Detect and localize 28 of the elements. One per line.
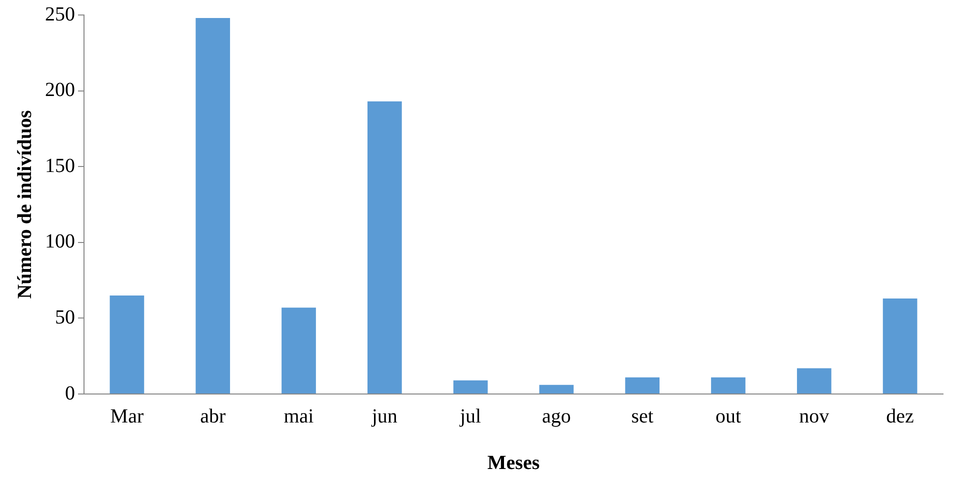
x-tick-label: jun	[370, 405, 398, 428]
x-tick-label: mai	[284, 405, 314, 428]
y-tick-label: 50	[55, 306, 75, 328]
bar	[282, 308, 316, 394]
bar	[882, 298, 918, 394]
bar	[367, 101, 402, 394]
bar	[711, 377, 746, 394]
bar	[539, 384, 574, 394]
x-tick-label: set	[631, 405, 654, 428]
x-tick-label: out	[715, 405, 742, 428]
bar	[110, 295, 144, 394]
x-tick-label: Mar	[110, 405, 144, 428]
y-tick-label: 0	[65, 382, 75, 404]
y-axis-title: Número de indivíduos	[14, 110, 36, 299]
x-tick-label: jul	[458, 405, 482, 428]
x-tick-label: dez	[886, 405, 914, 428]
y-tick-label: 100	[45, 230, 75, 253]
y-tick-label: 150	[45, 154, 75, 177]
x-axis-title: Meses	[487, 452, 540, 474]
bar	[196, 18, 230, 394]
x-tick-label: abr	[200, 405, 226, 428]
x-tick-label: nov	[799, 405, 830, 428]
bar	[453, 380, 488, 394]
y-tick-label: 200	[45, 79, 75, 102]
x-tick-label: ago	[542, 405, 571, 428]
bar	[796, 368, 832, 394]
bar	[625, 377, 660, 394]
y-tick-label: 250	[45, 3, 75, 26]
